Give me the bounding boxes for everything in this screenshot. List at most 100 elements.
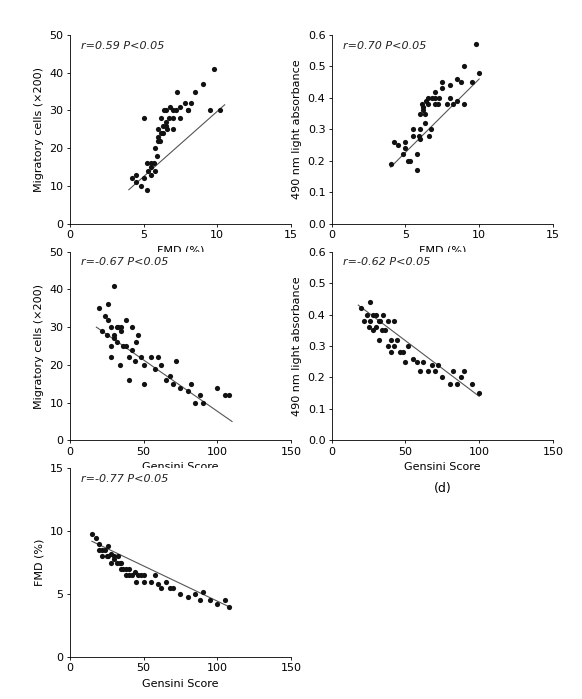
Point	[438, 372, 447, 383]
Point	[139, 570, 148, 581]
Point	[198, 78, 207, 89]
Point	[107, 352, 116, 363]
Point	[161, 576, 171, 587]
Text: r=-0.77 P<0.05: r=-0.77 P<0.05	[81, 474, 168, 484]
Point	[445, 80, 455, 91]
Point	[161, 105, 171, 116]
Point	[107, 557, 116, 568]
Point	[118, 340, 127, 352]
Point	[162, 124, 172, 135]
Point	[377, 324, 386, 336]
Point	[408, 353, 417, 364]
Point	[112, 337, 122, 348]
Point	[101, 545, 110, 556]
Point	[438, 82, 447, 94]
Point	[430, 92, 439, 103]
Point	[139, 359, 148, 370]
Point	[363, 309, 372, 320]
Point	[168, 378, 178, 389]
Point	[389, 340, 398, 352]
Point	[430, 86, 439, 97]
Point	[404, 340, 413, 352]
Point	[416, 124, 425, 135]
Point	[165, 101, 175, 113]
Point	[212, 598, 222, 610]
Point	[95, 545, 104, 556]
Point	[183, 105, 193, 116]
Point	[115, 557, 125, 568]
Point	[383, 315, 392, 326]
Point	[445, 92, 455, 103]
Point	[401, 143, 410, 154]
Point	[420, 108, 430, 119]
Point	[198, 586, 207, 597]
Point	[95, 538, 104, 549]
Point	[445, 378, 455, 389]
Point	[176, 101, 185, 113]
Point	[107, 548, 116, 559]
Y-axis label: 490 nm light absorbance: 490 nm light absorbance	[292, 59, 302, 199]
Point	[104, 314, 113, 325]
Point	[176, 382, 185, 393]
Point	[164, 113, 173, 124]
Point	[183, 105, 193, 116]
Point	[114, 322, 123, 333]
Point	[107, 322, 116, 333]
Point	[146, 352, 155, 363]
Point	[448, 99, 457, 110]
Point	[364, 322, 373, 333]
Point	[430, 99, 439, 110]
Point	[102, 551, 111, 562]
Point	[165, 582, 175, 593]
Point	[401, 136, 410, 147]
Point	[136, 570, 146, 581]
Point	[109, 329, 119, 340]
Y-axis label: FMD (%): FMD (%)	[34, 539, 44, 586]
Point	[460, 99, 469, 110]
Point	[142, 184, 151, 195]
Point	[161, 116, 171, 127]
Text: (a): (a)	[172, 265, 189, 278]
Point	[171, 105, 180, 116]
Point	[374, 334, 384, 345]
Point	[416, 108, 425, 119]
Text: r=0.70 P<0.05: r=0.70 P<0.05	[343, 41, 426, 50]
Point	[132, 177, 141, 188]
Text: (c): (c)	[172, 482, 189, 495]
Point	[414, 130, 423, 141]
Point	[154, 124, 163, 135]
Point	[133, 329, 143, 340]
Point	[380, 324, 389, 336]
Point	[92, 532, 101, 543]
Point	[186, 378, 196, 389]
X-axis label: FMD (%): FMD (%)	[418, 245, 466, 256]
Point	[420, 117, 430, 129]
Point	[438, 76, 447, 87]
Point	[157, 582, 166, 593]
Point	[365, 315, 375, 326]
Point	[371, 322, 381, 333]
Point	[180, 97, 190, 108]
Point	[379, 309, 388, 320]
Point	[190, 589, 200, 600]
Point	[161, 120, 171, 131]
Point	[433, 359, 442, 370]
Point	[389, 315, 398, 326]
Point	[139, 378, 148, 389]
Point	[136, 180, 146, 192]
Point	[115, 359, 125, 370]
Point	[423, 92, 432, 103]
Text: r=0.59 P<0.05: r=0.59 P<0.05	[81, 41, 164, 50]
Point	[374, 315, 384, 326]
Point	[152, 150, 161, 161]
Point	[467, 378, 477, 389]
Point	[398, 149, 407, 160]
Point	[427, 92, 436, 103]
Point	[183, 591, 193, 603]
Point	[433, 99, 442, 110]
Point	[98, 545, 107, 556]
Point	[158, 127, 168, 138]
Point	[139, 113, 148, 124]
Point	[452, 378, 462, 389]
Point	[427, 359, 436, 370]
